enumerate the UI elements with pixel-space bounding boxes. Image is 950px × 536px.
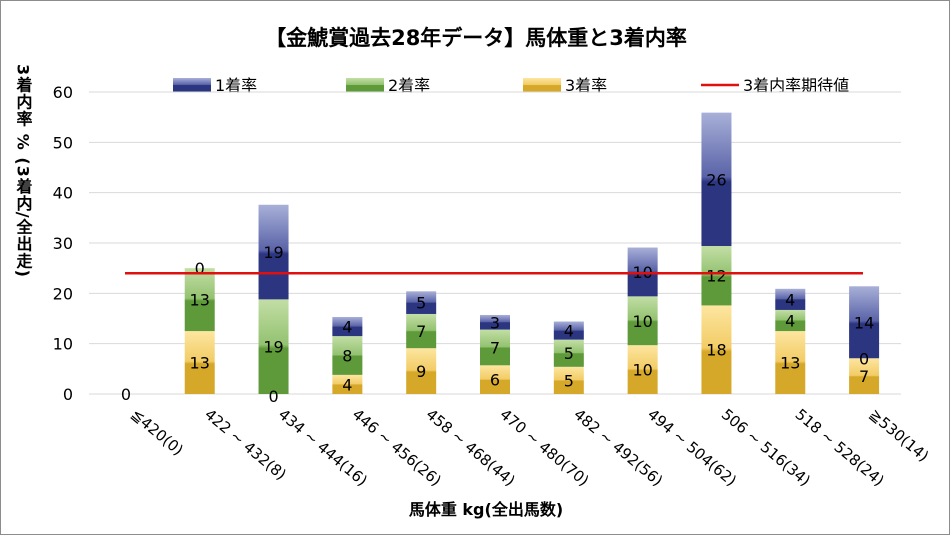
bar-segment [701,112,732,247]
data-label: 6 [490,371,500,390]
data-labels: 0131301919048497567355410101018122613447… [121,170,874,406]
x-tick-label: ≦420(0) [127,405,186,459]
legend-swatch [173,78,211,92]
data-label: 26 [706,170,726,189]
bar-segment [849,286,880,359]
legend-label: 2着率 [388,76,430,95]
data-label: 13 [780,354,800,373]
data-label: 13 [190,291,210,310]
x-tick-label: ≧530(14) [866,405,933,465]
legend-swatch [523,78,561,92]
bar-segment [553,321,584,340]
bar-segment [553,339,584,367]
bar-segment [406,313,437,349]
data-label: 0 [268,387,278,406]
bar-segment [184,331,215,394]
data-label: 0 [121,385,131,404]
y-axis-title: 3着内率 % (3着内/全出走) [14,64,34,278]
legend-label: 1着率 [215,76,257,95]
bar-segment [775,288,806,310]
data-label: 5 [564,344,574,363]
bar-segment [406,348,437,394]
y-tick-label: 20 [53,284,73,303]
data-label: 7 [416,322,426,341]
data-label: 4 [342,318,352,337]
data-label: 5 [564,371,574,390]
bar-segment [184,268,215,332]
y-tick-label: 50 [53,133,73,152]
data-label: 14 [854,313,874,332]
data-label: 5 [416,294,426,313]
data-label: 13 [190,354,210,373]
y-tick-label: 40 [53,184,73,203]
data-label: 0 [859,349,869,368]
bar-segment [480,365,510,394]
bar-segment [332,374,363,394]
data-label: 7 [859,367,869,386]
data-label: 4 [785,290,795,309]
data-label: 4 [785,312,795,331]
legend-label: 3着内率期待値 [743,76,849,95]
y-tick-label: 60 [53,83,73,102]
data-label: 7 [490,338,500,357]
bar-segment [775,331,806,394]
data-label: 10 [632,361,652,380]
bar-segment [480,314,510,330]
data-label: 4 [342,375,352,394]
data-label: 19 [263,243,283,262]
legend-swatch [346,78,384,92]
y-tick-label: 10 [53,335,73,354]
legend: 1着率 2着率 3着率 3着内率期待値 [173,76,849,95]
bar-segment [701,246,732,306]
data-label: 12 [706,267,726,286]
data-label: 10 [632,312,652,331]
bar-segment [332,316,363,337]
legend-label: 3着率 [565,76,607,95]
data-label: 9 [416,362,426,381]
bars [184,112,880,394]
data-label: 18 [706,341,726,360]
bar-segment [775,309,806,332]
bar-segment [258,204,289,300]
data-label: 0 [195,259,205,278]
bar-segment [332,336,363,375]
x-axis-title: 馬体重 kg(全出馬数) [409,500,563,519]
data-label: 4 [564,322,574,341]
bar-segment [553,366,584,394]
x-axis-ticks: ≦420(0) 422 ~ 432(8)434 ~ 444(16)446 ~ 45… [127,405,932,490]
data-label: 19 [263,338,283,357]
bar-segment [480,329,510,366]
bar-segment [258,299,289,394]
y-tick-label: 30 [53,234,73,253]
data-label: 8 [342,346,352,365]
bar-segment [627,296,658,346]
bar-segment [849,358,880,394]
data-label: 3 [490,313,500,332]
bar-segment [701,305,732,394]
bar-segment [406,291,437,314]
bar-segment [627,345,658,394]
bar-segment [627,247,658,297]
chart-title: 【金鯱賞過去28年データ】馬体重と3着内率 [265,26,687,50]
y-axis-ticks: 0 10 20 30 40 50 60 [53,83,73,404]
y-tick-label: 0 [63,385,73,404]
